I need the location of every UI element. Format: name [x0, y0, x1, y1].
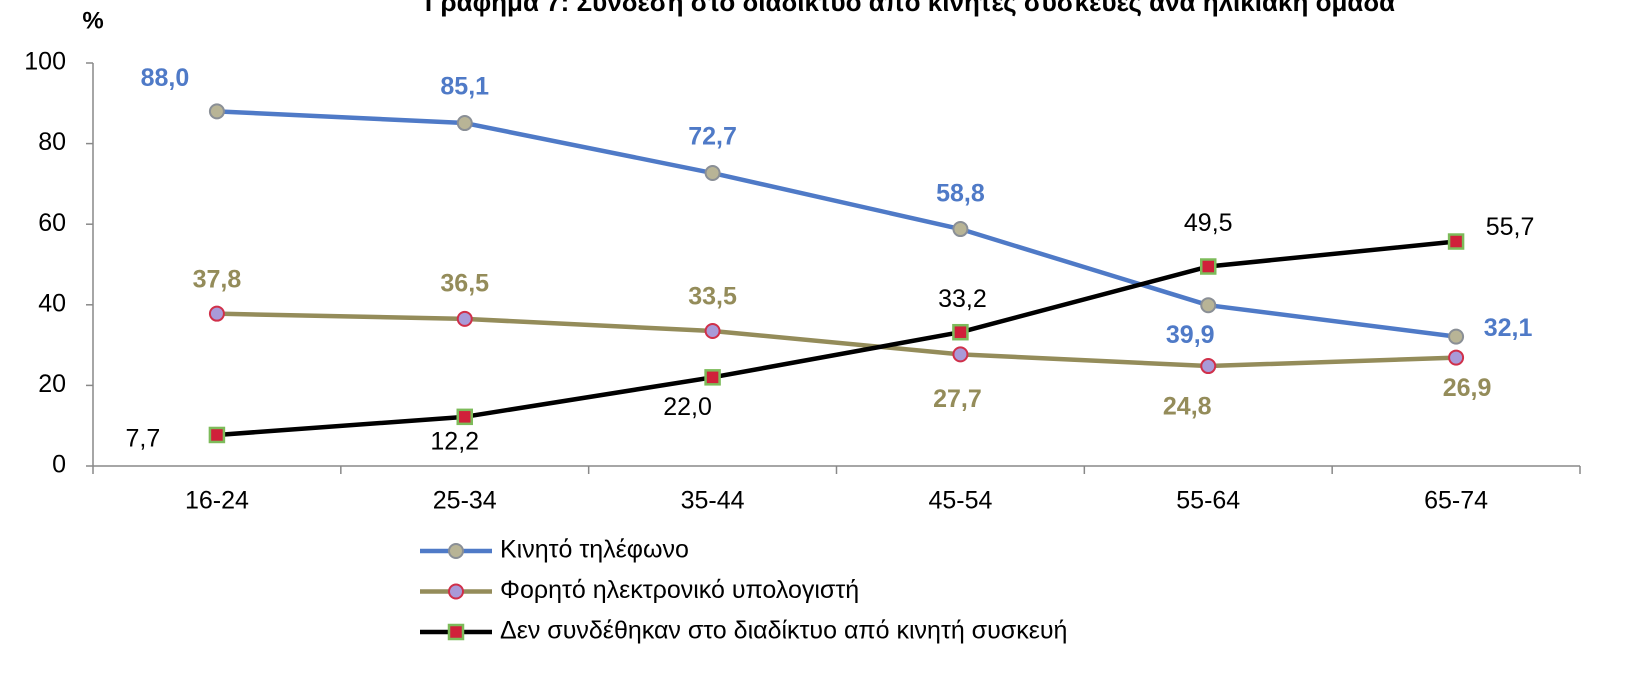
y-tick-label: 40 — [38, 289, 66, 317]
data-label: 33,5 — [688, 283, 737, 311]
point — [447, 623, 465, 641]
data-label: 22,0 — [663, 393, 712, 421]
point — [704, 369, 721, 386]
point — [952, 346, 969, 363]
data-label: 36,5 — [440, 270, 489, 298]
point — [1448, 349, 1465, 366]
data-label: 24,8 — [1163, 393, 1212, 421]
y-axis-label: % — [82, 7, 103, 34]
data-label: 37,8 — [193, 265, 242, 293]
data-label: 72,7 — [688, 123, 737, 151]
data-label: 85,1 — [440, 73, 489, 101]
point — [456, 310, 473, 327]
data-label: 27,7 — [933, 385, 982, 413]
series-line — [216, 239, 1457, 438]
x-tick-label: 25-34 — [433, 487, 497, 515]
point — [1447, 233, 1465, 250]
x-tick-label: 16-24 — [185, 487, 249, 515]
chart-title: Γράφημα 7: Σύνδεση στο διαδίκτυο από κιν… — [425, 0, 1395, 17]
data-label: 88,0 — [141, 64, 190, 92]
legend-label: Κινητό τηλέφωνο — [500, 536, 689, 564]
y-tick-label: 80 — [38, 128, 66, 156]
x-tick-label: 45-54 — [928, 487, 992, 515]
data-label: 32,1 — [1484, 314, 1533, 342]
data-label: 7,7 — [126, 425, 161, 453]
point — [704, 165, 721, 182]
x-tick-label: 65-74 — [1424, 487, 1488, 515]
data-label: 26,9 — [1443, 374, 1492, 402]
legend-label: Φορητό ηλεκτρονικό υπολογιστή — [500, 576, 859, 604]
data-label: 12,2 — [430, 427, 479, 455]
point — [208, 103, 225, 120]
point — [952, 323, 969, 341]
point — [456, 115, 473, 132]
series-line — [216, 109, 1457, 339]
data-label: 49,5 — [1184, 209, 1233, 237]
y-tick-label: 0 — [52, 451, 66, 479]
data-label: 33,2 — [938, 285, 987, 313]
point — [952, 221, 969, 238]
point — [1200, 258, 1217, 275]
point — [1448, 328, 1465, 345]
x-tick-label: 55-64 — [1176, 487, 1240, 515]
x-tick-label: 35-44 — [681, 487, 745, 515]
y-tick-label: 20 — [38, 370, 66, 398]
point — [1200, 297, 1217, 314]
legend-label: Δεν συνδέθηκαν στο διαδίκτυο από κινητή … — [500, 617, 1067, 645]
data-label: 39,9 — [1166, 321, 1215, 349]
y-tick-label: 100 — [24, 48, 66, 76]
series-line — [216, 311, 1457, 369]
point — [704, 322, 721, 339]
data-label: 58,8 — [936, 180, 985, 208]
y-tick-label: 60 — [38, 209, 66, 237]
data-label: 55,7 — [1486, 213, 1535, 241]
point — [456, 408, 473, 426]
point — [1200, 358, 1217, 375]
point — [448, 583, 464, 600]
point — [208, 305, 225, 322]
point — [448, 543, 464, 559]
point — [208, 426, 226, 444]
